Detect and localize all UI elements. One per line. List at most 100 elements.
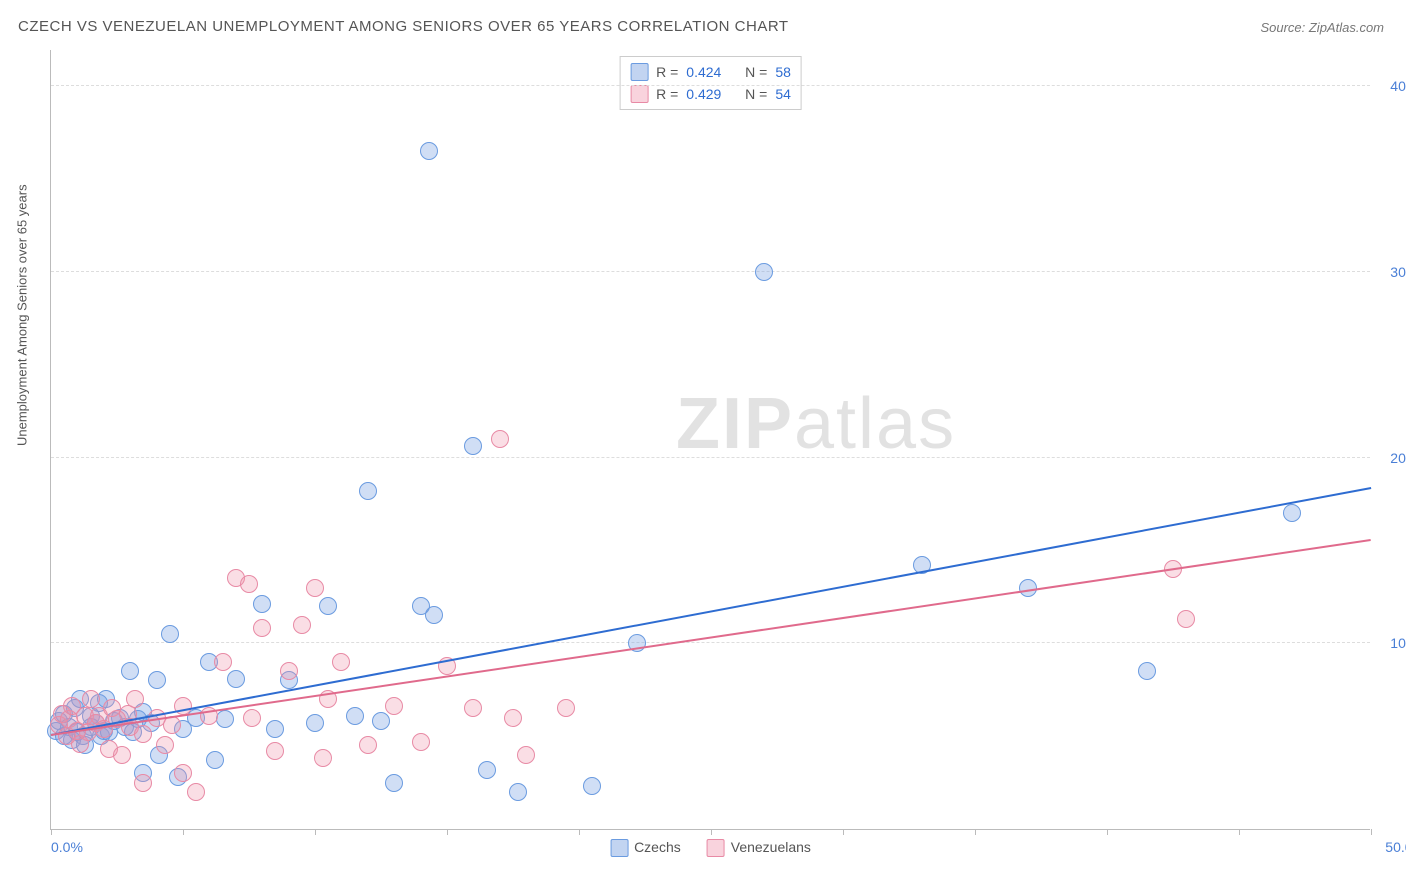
x-tick [579, 829, 580, 835]
data-point [113, 746, 131, 764]
legend-item-venezuelans: Venezuelans [707, 839, 811, 857]
x-tick [447, 829, 448, 835]
data-point [243, 709, 261, 727]
y-tick-label: 20.0% [1390, 450, 1406, 466]
swatch-blue-icon [630, 63, 648, 81]
legend-label-venezuelans: Venezuelans [731, 839, 811, 855]
trend-line [51, 539, 1371, 736]
legend-n-czechs: 58 [775, 64, 791, 80]
legend-n-label-2: N = [745, 86, 767, 102]
x-tick [51, 829, 52, 835]
data-point [266, 742, 284, 760]
data-point [412, 733, 430, 751]
data-point [1177, 610, 1195, 628]
data-point [240, 575, 258, 593]
data-point [491, 430, 509, 448]
x-tick [975, 829, 976, 835]
data-point [372, 712, 390, 730]
swatch-pink-icon [707, 839, 725, 857]
legend-n-label: N = [745, 64, 767, 80]
data-point [557, 699, 575, 717]
data-point [187, 783, 205, 801]
data-point [227, 670, 245, 688]
legend-r-label: R = [656, 64, 678, 80]
legend-label-czechs: Czechs [634, 839, 681, 855]
data-point [319, 597, 337, 615]
legend-correlation: R = 0.424 N = 58 R = 0.429 N = 54 [619, 56, 802, 110]
y-tick-label: 10.0% [1390, 635, 1406, 651]
data-point [174, 764, 192, 782]
data-point [359, 482, 377, 500]
data-point [121, 662, 139, 680]
data-point [425, 606, 443, 624]
grid-line [51, 85, 1370, 86]
data-point [293, 616, 311, 634]
data-point [332, 653, 350, 671]
data-point [504, 709, 522, 727]
data-point [359, 736, 377, 754]
y-tick-label: 40.0% [1390, 78, 1406, 94]
data-point [280, 662, 298, 680]
data-point [385, 697, 403, 715]
data-point [253, 619, 271, 637]
legend-n-venezuelans: 54 [775, 86, 791, 102]
grid-line [51, 642, 1370, 643]
data-point [216, 710, 234, 728]
data-point [517, 746, 535, 764]
data-point [583, 777, 601, 795]
data-point [134, 774, 152, 792]
data-point [385, 774, 403, 792]
legend-item-czechs: Czechs [610, 839, 681, 857]
y-tick-label: 30.0% [1390, 264, 1406, 280]
data-point [161, 625, 179, 643]
data-point [214, 653, 232, 671]
data-point [478, 761, 496, 779]
data-point [314, 749, 332, 767]
x-tick [1239, 829, 1240, 835]
chart-title: CZECH VS VENEZUELAN UNEMPLOYMENT AMONG S… [18, 18, 789, 35]
data-point [1019, 579, 1037, 597]
grid-line [51, 271, 1370, 272]
x-tick [183, 829, 184, 835]
legend-r-label-2: R = [656, 86, 678, 102]
data-point [266, 720, 284, 738]
legend-r-czechs: 0.424 [686, 64, 721, 80]
swatch-blue-icon [610, 839, 628, 857]
data-point [464, 699, 482, 717]
watermark-zip: ZIP [676, 384, 794, 464]
watermark-atlas: atlas [794, 384, 956, 464]
data-point [509, 783, 527, 801]
x-tick [711, 829, 712, 835]
x-axis-start-label: 0.0% [51, 839, 83, 855]
data-point [156, 736, 174, 754]
grid-line [51, 457, 1370, 458]
data-point [1138, 662, 1156, 680]
data-point [148, 671, 166, 689]
data-point [306, 714, 324, 732]
data-point [206, 751, 224, 769]
x-axis-end-label: 50.0% [1385, 839, 1406, 855]
data-point [82, 690, 100, 708]
swatch-pink-icon [630, 85, 648, 103]
data-point [755, 263, 773, 281]
data-point [306, 579, 324, 597]
legend-series: Czechs Venezuelans [610, 839, 811, 857]
y-axis-label: Unemployment Among Seniors over 65 years [15, 184, 30, 446]
legend-row-czechs: R = 0.424 N = 58 [630, 61, 791, 83]
source-label: Source: ZipAtlas.com [1260, 20, 1384, 35]
data-point [420, 142, 438, 160]
x-tick [1371, 829, 1372, 835]
data-point [253, 595, 271, 613]
plot-area: ZIPatlas R = 0.424 N = 58 R = 0.429 N = … [50, 50, 1370, 830]
x-tick [1107, 829, 1108, 835]
legend-row-venezuelans: R = 0.429 N = 54 [630, 83, 791, 105]
data-point [126, 690, 144, 708]
legend-r-venezuelans: 0.429 [686, 86, 721, 102]
trend-line [51, 487, 1371, 736]
data-point [134, 725, 152, 743]
watermark: ZIPatlas [676, 383, 956, 465]
data-point [346, 707, 364, 725]
x-tick [315, 829, 316, 835]
data-point [1283, 504, 1301, 522]
x-tick [843, 829, 844, 835]
